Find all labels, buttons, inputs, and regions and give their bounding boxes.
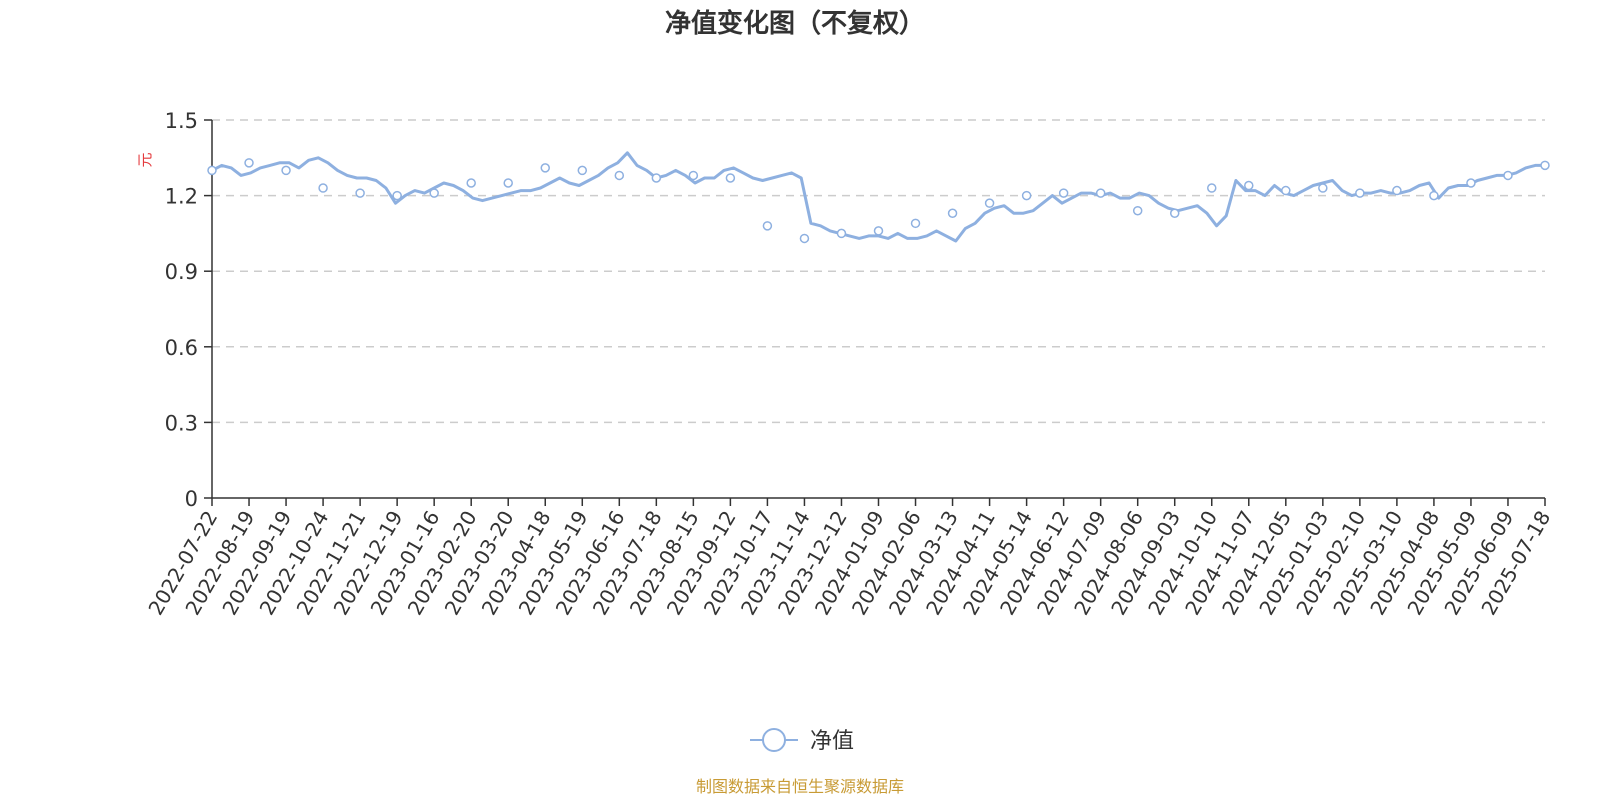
data-point-marker [1095,188,1106,198]
data-point-marker [281,165,291,176]
y-tick-label: 0.9 [165,260,198,284]
legend-label: 净值 [810,729,854,754]
data-point-marker [392,190,402,201]
y-tick-label: 0 [185,487,198,511]
y-tick-label: 0.3 [165,411,198,435]
chart-title: 净值变化图（不复权） [665,8,925,39]
data-point-marker [466,178,476,188]
data-point-marker [725,173,736,183]
legend-circle-icon [762,728,786,752]
data-point-marker [1244,180,1254,191]
data-point-marker [1058,188,1069,198]
data-point-marker [984,198,995,208]
data-point-marker [1132,205,1143,216]
data-point-marker [503,178,513,188]
data-point-marker [836,228,847,239]
data-point-marker [1466,178,1476,188]
y-tick-label: 1.5 [165,109,198,133]
data-point-marker [1540,160,1550,171]
data-point-marker [1169,208,1180,218]
data-point-marker [244,158,254,168]
data-point-marker [429,188,439,198]
data-point-marker [1207,183,1217,193]
data-point-marker [688,170,699,181]
data-point-marker [318,183,328,193]
data-point-marker [947,208,958,218]
data-point-marker [1318,183,1328,193]
data-point-marker [910,218,921,229]
data-point-marker [1021,190,1032,201]
grid-lines [212,119,1545,424]
data-point-marker [1281,185,1291,196]
data-point-marker [873,226,884,236]
data-point-marker [540,163,550,173]
y-axis-ticks: 0 0.3 0.6 0.9 1.2 1.5 [165,109,213,511]
y-axis-unit: 元 [136,152,154,167]
data-point-marker [614,170,625,181]
data-point-marker [207,165,217,176]
y-tick-label: 0.6 [165,336,198,360]
data-point-marker [762,221,773,231]
data-point-marker [799,233,810,244]
data-point-marker [1392,185,1402,196]
series-line [211,151,1545,243]
data-point-marker [1355,188,1365,198]
data-source-note: 制图数据来自恒生聚源数据库 [696,777,904,796]
data-point-marker [355,188,365,198]
data-point-marker [1429,190,1439,201]
data-point-marker [577,165,588,176]
legend[interactable]: 净值 [750,728,854,754]
x-axis: 2022-07-222022-08-192022-09-192022-10-24… [143,497,1555,619]
data-point-marker [651,173,662,183]
data-point-marker [1503,170,1513,181]
series-nav [207,151,1550,244]
y-tick-label: 1.2 [165,185,198,209]
